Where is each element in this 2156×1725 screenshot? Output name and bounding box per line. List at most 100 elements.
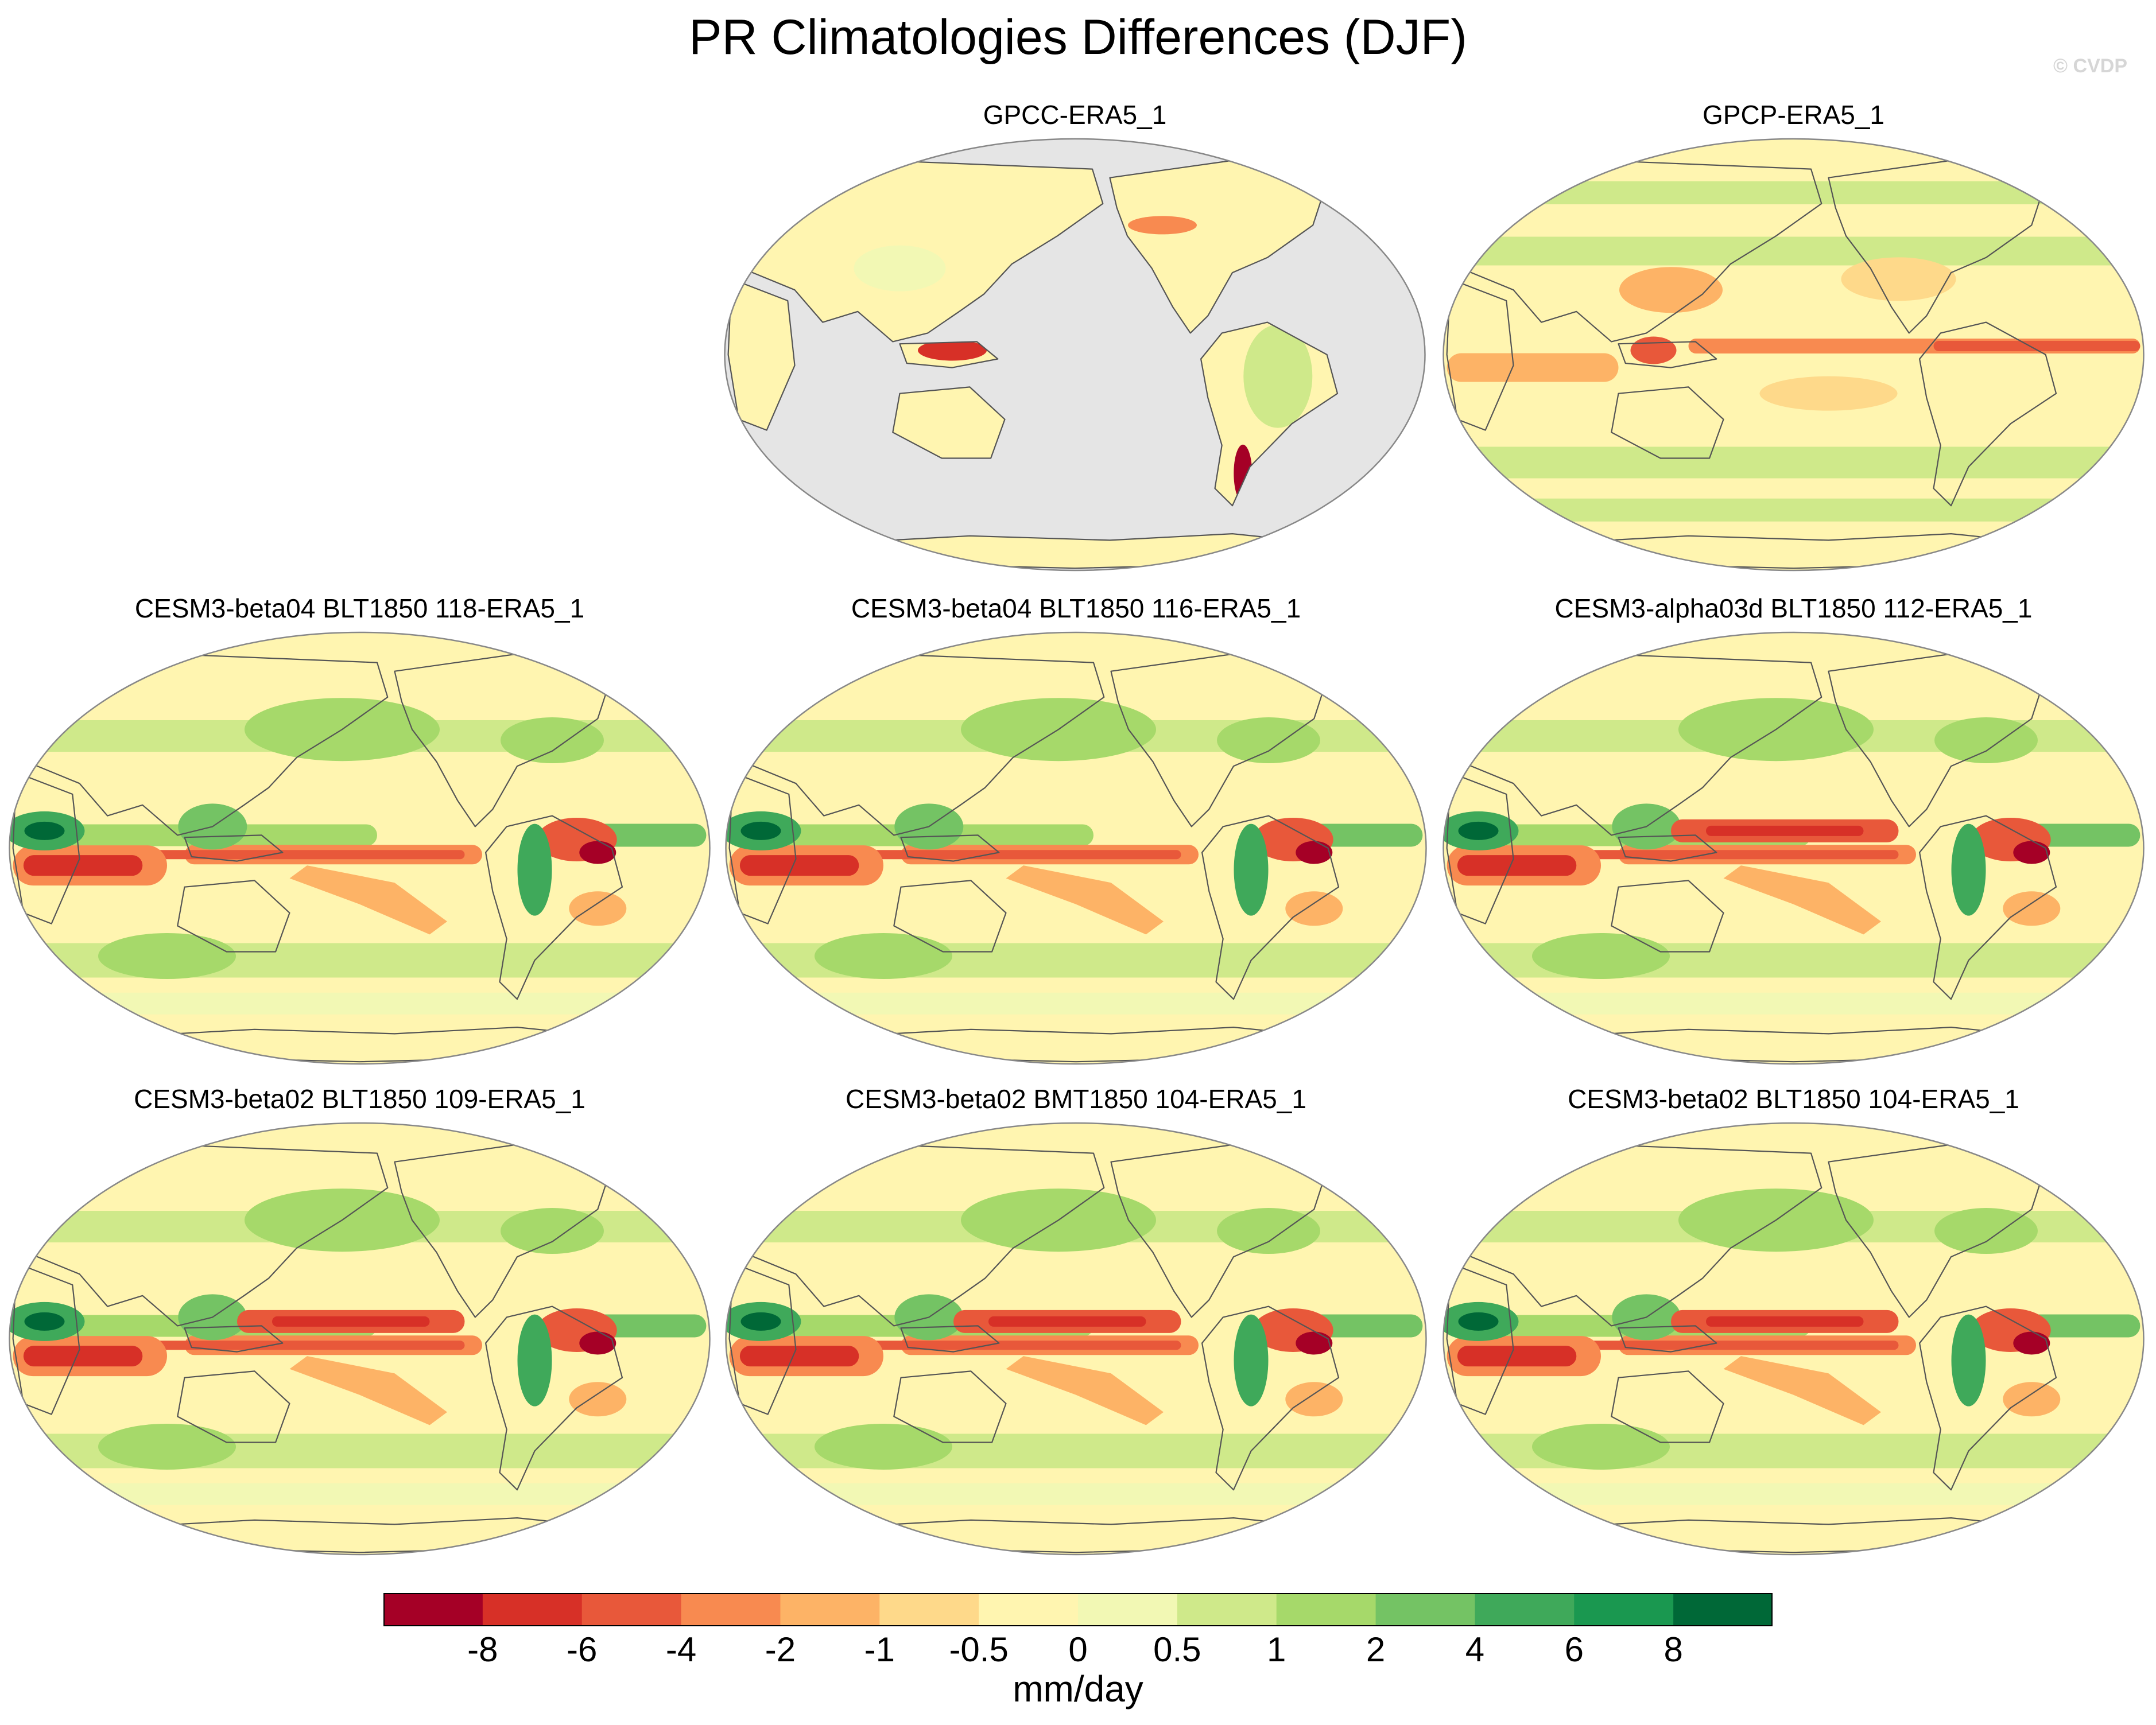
cvdp-watermark: © CVDP [2053, 55, 2127, 77]
colorbar-swatch [1673, 1594, 1773, 1626]
sh-outer-band [44, 1483, 675, 1505]
panel-title: GPCC-ERA5_1 [983, 100, 1167, 130]
colorbar-tick-label: -4 [665, 1630, 697, 1669]
pacific-equator-dry-core [866, 1341, 1181, 1350]
panel-title: CESM3-beta02 BMT1850 104-ERA5_1 [846, 1084, 1306, 1114]
colorbar-swatches [383, 1593, 1773, 1626]
colorbar-tick-label: 4 [1465, 1630, 1485, 1669]
pacific-equator-dry-core [149, 1341, 465, 1350]
amazon-dry-core [579, 841, 616, 864]
colorbar-tick-label: 8 [1663, 1630, 1683, 1669]
coastline-indonesia [900, 1325, 1000, 1353]
globe-outline [9, 631, 711, 1065]
pacific-nh-dry-core [272, 1316, 430, 1327]
map-beta02-109 [9, 1122, 711, 1556]
south-atlantic-dry [1285, 1382, 1343, 1417]
south-atlantic-dry [569, 1382, 627, 1417]
coastline-samerica [1918, 815, 2057, 1000]
globe-outline [1442, 138, 2145, 572]
map-panel-beta04-116: CESM3-beta04 BLT1850 116-ERA5_1 [724, 591, 1428, 1067]
coastline-asia [742, 653, 1105, 836]
colorbar-tick-label: 0 [1068, 1630, 1088, 1669]
colorbar-swatch [1475, 1594, 1575, 1626]
sh-outer-band [44, 992, 675, 1015]
indian-ocean-south-wet [98, 1424, 236, 1470]
indian-ocean-dry-core [739, 1346, 859, 1367]
asia-slight-wet [854, 245, 946, 292]
andes-wet [517, 823, 552, 916]
coastline-indonesia [899, 341, 999, 368]
colorbar-swatch [1375, 1594, 1475, 1626]
pacific-nh-dry-core [988, 1316, 1146, 1327]
sh-outer-band [761, 1483, 1391, 1505]
west-indian-wet-core [740, 1312, 781, 1331]
west-indian-wet-core [740, 821, 781, 840]
coastline-samerica [1201, 1306, 1340, 1491]
coastline-asia [1460, 653, 1822, 836]
coastline-greenland [632, 1144, 683, 1188]
figure-title: PR Climatologies Differences (DJF) [689, 10, 1467, 65]
colorbar-swatch [1276, 1594, 1376, 1626]
north-atlantic-wet [501, 717, 604, 763]
colorbar-swatch [1177, 1594, 1277, 1626]
coastline-australia [1611, 880, 1724, 953]
spcz-dry-streak [289, 1356, 447, 1425]
colorbar-tick-label: -0.5 [949, 1630, 1009, 1669]
maritime-dry [1630, 336, 1677, 364]
pacific-equator-dry-core [1583, 850, 1899, 860]
south-atlantic-dry [2003, 891, 2061, 926]
map-gpcp [1442, 138, 2145, 572]
map-alpha03d-112 [1442, 631, 2145, 1065]
sh-outer-band [1461, 498, 2126, 522]
map-beta02-blt-104 [1442, 1122, 2145, 1556]
coastline-asia [742, 1144, 1105, 1327]
coastline-indonesia [1618, 834, 1717, 862]
coastline-greenland [2066, 1144, 2116, 1188]
west-indian-wet-core [24, 1312, 65, 1331]
map-panel-alpha03d-112: CESM3-alpha03d BLT1850 112-ERA5_1 [1442, 591, 2145, 1067]
map-panel-beta02-blt-104: CESM3-beta02 BLT1850 104-ERA5_1 [1442, 1082, 2145, 1558]
indian-ocean-dry-core [1457, 1346, 1577, 1367]
map-panel-gpcc: GPCC-ERA5_1 [723, 98, 1426, 574]
north-atlantic-wet [1934, 1208, 2038, 1254]
colorbar-tick-label: 1 [1267, 1630, 1286, 1669]
amazon-dry-core [1296, 1331, 1333, 1355]
map-beta04-118 [9, 631, 711, 1065]
arctic-band [1461, 181, 2126, 204]
coastline-africa [728, 1262, 797, 1415]
globe-outline [724, 138, 1426, 572]
panel-title: CESM3-alpha03d BLT1850 112-ERA5_1 [1554, 593, 2033, 623]
indian-ocean-south-wet [1532, 1424, 1670, 1470]
colorbar-swatch [979, 1594, 1079, 1626]
coastline-asia [26, 653, 389, 836]
coastline-australia [893, 880, 1007, 953]
map-panel-gpcp: GPCP-ERA5_1 [1442, 98, 2145, 574]
indian-ocean-dry-core [23, 1346, 143, 1367]
colorbar-swatch [681, 1594, 781, 1626]
globe-outline [1442, 1122, 2145, 1556]
indian-ocean-south-wet [815, 933, 952, 979]
map-gpcc [724, 138, 1426, 572]
south-pacific-dry [1759, 376, 1898, 411]
indian-dry [1447, 353, 1619, 382]
indian-ocean-south-wet [98, 933, 236, 979]
map-panel-beta04-118: CESM3-beta04 BLT1850 118-ERA5_1 [8, 591, 711, 1067]
colorbar-swatch [482, 1594, 583, 1626]
north-atlantic-wet [1217, 1208, 1320, 1254]
alaska-dry [1128, 216, 1197, 235]
amazon-dry-core [2013, 841, 2050, 864]
map-beta02-bmt-104 [725, 1122, 1427, 1556]
colorbar-swatch [581, 1594, 682, 1626]
colorbar-swatch [1078, 1594, 1178, 1626]
coastline-greenland [632, 653, 683, 698]
map-panel-beta02-109: CESM3-beta02 BLT1850 109-ERA5_1 [8, 1082, 711, 1558]
coastline-australia [1611, 1370, 1724, 1443]
coastline-greenland [1347, 160, 1398, 204]
south-atlantic-dry [569, 891, 627, 926]
coastline-samerica [1918, 1306, 2057, 1491]
globe-outline [9, 1122, 711, 1556]
colorbar-frame [383, 1593, 1773, 1626]
pacific-equator-dry-core [149, 850, 465, 860]
nh-band [1461, 236, 2126, 266]
colorbar-tick-label: -8 [467, 1630, 498, 1669]
